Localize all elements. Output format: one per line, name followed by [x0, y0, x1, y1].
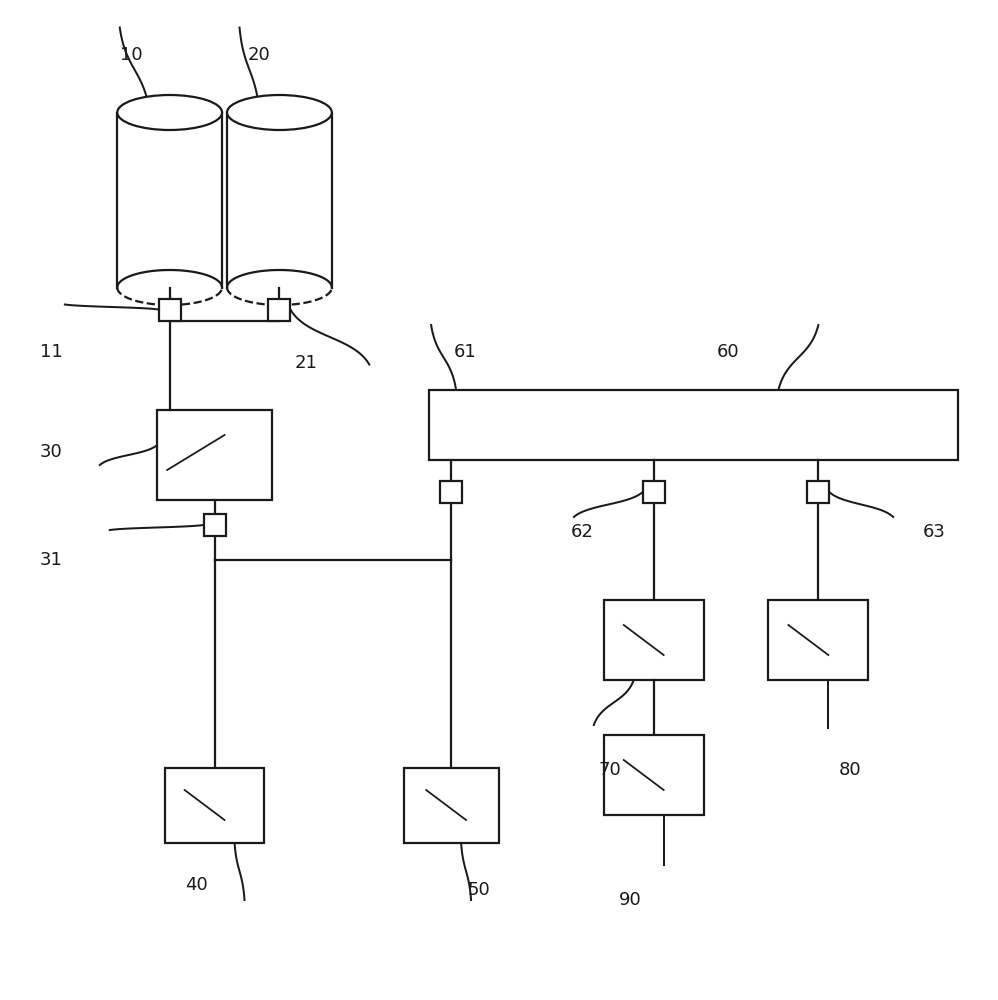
Polygon shape	[807, 481, 829, 503]
Polygon shape	[768, 600, 868, 680]
Polygon shape	[440, 481, 462, 503]
Polygon shape	[158, 410, 271, 500]
Polygon shape	[604, 600, 704, 680]
Polygon shape	[403, 768, 498, 842]
Text: 30: 30	[40, 443, 63, 461]
Text: 10: 10	[120, 46, 143, 64]
Text: 62: 62	[571, 523, 594, 541]
Text: 90: 90	[619, 891, 642, 909]
Text: 11: 11	[40, 343, 63, 361]
Text: 70: 70	[599, 761, 622, 779]
Polygon shape	[643, 481, 665, 503]
Polygon shape	[159, 298, 181, 320]
Ellipse shape	[118, 95, 222, 130]
Polygon shape	[604, 735, 704, 815]
Ellipse shape	[228, 95, 331, 130]
Polygon shape	[204, 514, 226, 536]
Text: 40: 40	[185, 876, 208, 894]
Text: 60: 60	[717, 343, 740, 361]
Polygon shape	[268, 298, 290, 320]
Text: 63: 63	[923, 523, 946, 541]
Text: 31: 31	[40, 551, 63, 569]
Polygon shape	[429, 390, 958, 460]
Text: 20: 20	[248, 46, 270, 64]
Text: 61: 61	[454, 343, 477, 361]
Text: 80: 80	[838, 761, 861, 779]
Text: 50: 50	[467, 881, 490, 899]
Polygon shape	[165, 768, 264, 842]
Text: 21: 21	[294, 354, 317, 372]
